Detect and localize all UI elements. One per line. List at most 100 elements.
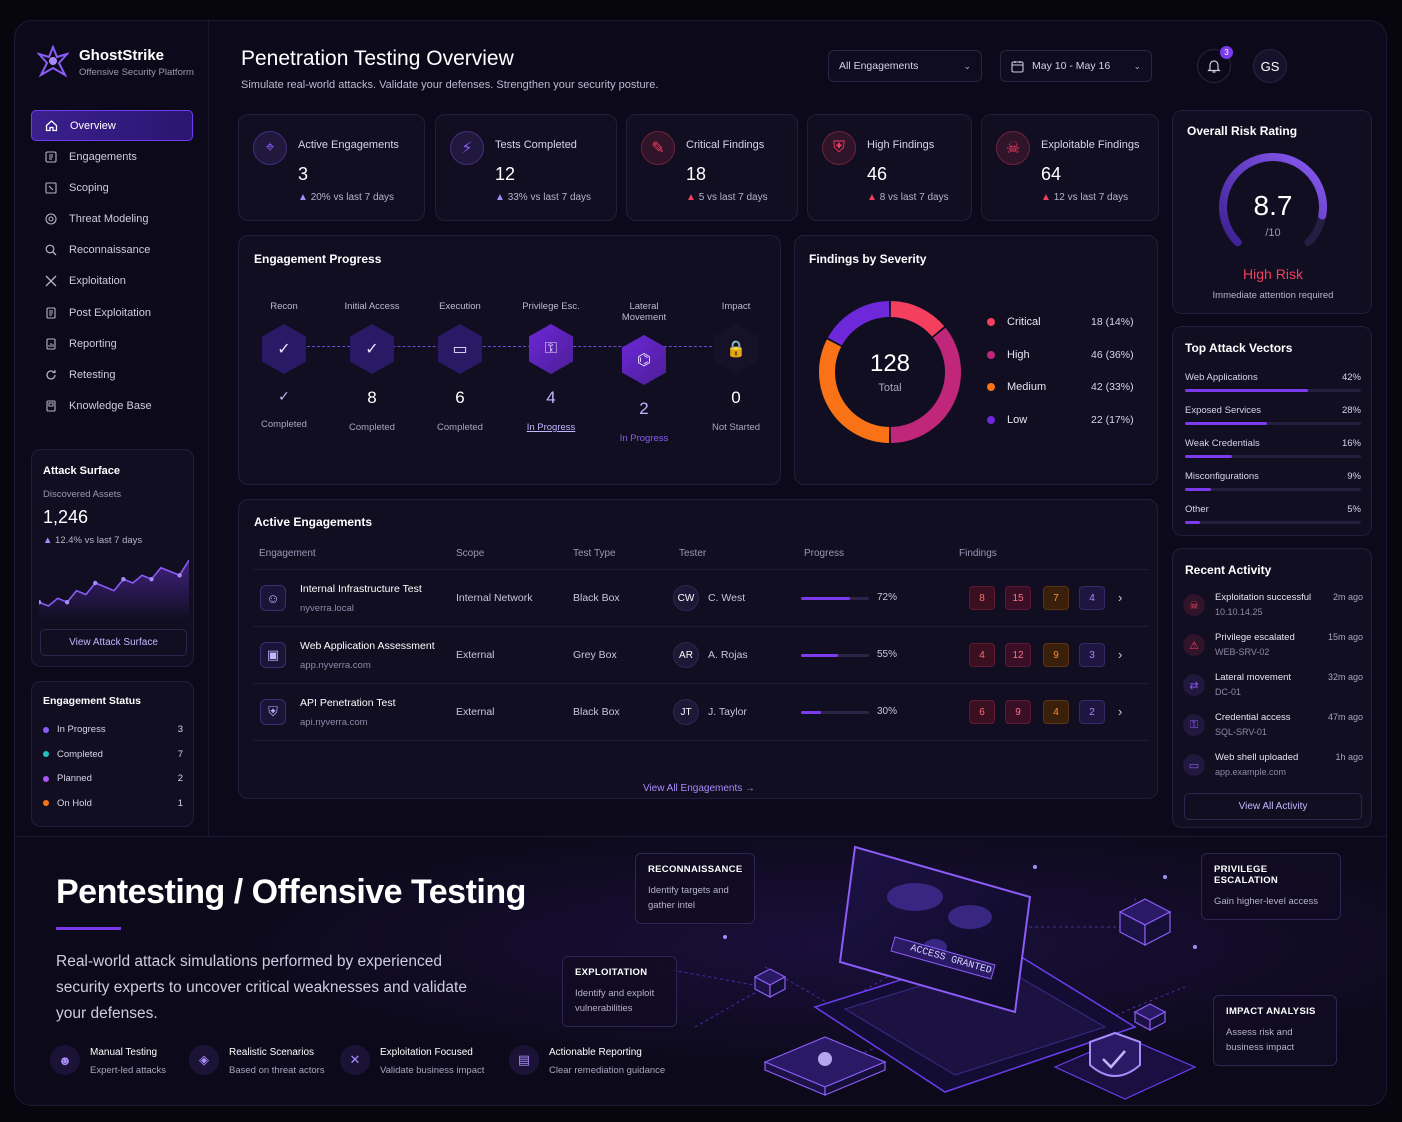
stage-privilege-esc-[interactable]: Privilege Esc. ⚿ 4 In Progress — [516, 301, 586, 433]
finding-count-badge: 12 — [1005, 643, 1031, 667]
engagement-name[interactable]: Internal Infrastructure Test — [300, 583, 422, 595]
attack-vector-item: Misconfigurations 9% — [1185, 471, 1361, 491]
key-icon: ⚿ — [1183, 714, 1205, 736]
view-all-engagements-link[interactable]: View All Engagements → — [642, 783, 756, 794]
risk-gauge — [1219, 153, 1327, 247]
feature-title: Realistic Scenarios — [229, 1047, 315, 1058]
date-range-select[interactable]: May 10 - May 16 ⌄ — [1000, 50, 1152, 82]
sidebar-item-label: Engagements — [69, 150, 137, 163]
donut-slice-high[interactable] — [890, 327, 961, 443]
sidebar-item-scoping[interactable]: Scoping — [31, 172, 193, 203]
network-icon: ⌬ — [637, 352, 651, 369]
legend-critical: Critical 18 (14%) — [987, 316, 1134, 328]
callout-reconnaissance: RECONNAISSANCE Identify targets and gath… — [635, 853, 755, 924]
status-item: In Progress 3 — [43, 724, 183, 735]
stat-card[interactable]: ⚡ Tests Completed 12 ▲ 33% vs last 7 days — [435, 114, 617, 221]
risk-rating-card: Overall Risk Rating 8.7 /10 High Risk Im… — [1172, 110, 1372, 314]
engagement-scope: Internal Network — [456, 592, 533, 604]
callout-title: EXPLOITATION — [575, 967, 648, 978]
engagement-name[interactable]: API Penetration Test — [300, 697, 396, 709]
attack-vector-fill — [1185, 455, 1232, 458]
recent-activity-title: Recent Activity — [1185, 563, 1272, 577]
stage-execution[interactable]: Execution ▭ 6 Completed — [425, 301, 495, 433]
attack-vector-bar — [1185, 389, 1361, 392]
sidebar-item-label: Post Exploitation — [69, 306, 151, 319]
stat-card[interactable]: ⛨ High Findings 46 ▲ 8 vs last 7 days — [807, 114, 972, 221]
stage-impact[interactable]: Impact 🔒 0 Not Started — [701, 301, 771, 433]
engagement-progress-fill — [801, 597, 850, 600]
trend-up-icon: ▲ — [298, 192, 311, 203]
attack-vector-label: Weak Credentials — [1185, 438, 1260, 449]
stage-hexagon: 🔒 — [714, 324, 758, 374]
stage-hexagon: ✓ — [350, 324, 394, 374]
sidebar-item-exploitation[interactable]: Exploitation — [31, 266, 193, 297]
stage-status: Completed — [349, 422, 395, 433]
stage-initial-access[interactable]: Initial Access ✓ 8 Completed — [337, 301, 407, 433]
stat-card[interactable]: ⌖ Active Engagements 3 ▲ 20% vs last 7 days — [238, 114, 425, 221]
stage-lateral-movement[interactable]: Lateral Movement ⌬ 2 In Progress — [609, 301, 679, 444]
table-row[interactable]: ☺ Internal Infrastructure Test nyverra.loc… — [253, 569, 1148, 626]
attack-vector-fill — [1185, 422, 1268, 425]
stage-count: 0 — [731, 388, 741, 407]
stat-label: Tests Completed — [495, 139, 577, 151]
activity-time: 47m ago — [1327, 712, 1363, 722]
stat-card[interactable]: ☠ Exploitable Findings 64 ▲ 12 vs last 7 da… — [981, 114, 1159, 221]
findings-severity-card: Findings by Severity 128 Total Critical 1… — [794, 235, 1158, 485]
legend-label: Low — [1007, 413, 1028, 426]
tester-avatar: CW — [673, 585, 699, 611]
table-row[interactable]: ▣ Web Application Assessment app.nyverra.c… — [253, 626, 1148, 683]
donut-slice-medium[interactable] — [819, 339, 890, 443]
chevron-right-icon[interactable]: › — [1118, 647, 1123, 662]
lightning-icon: ⚡ — [450, 131, 484, 165]
sidebar-item-post-exploitation[interactable]: Post Exploitation — [31, 297, 193, 328]
callout-exploitation: EXPLOITATION Identify and exploit vulner… — [562, 956, 677, 1027]
finding-count-badge: 9 — [1005, 700, 1031, 724]
chevron-right-icon[interactable]: › — [1118, 590, 1123, 605]
sidebar-nav: Overview Engagements Scoping Threat Mode… — [31, 110, 193, 422]
stage-recon[interactable]: Recon ✓ ✓ Completed — [249, 301, 319, 430]
activity-target: WEB-SRV-02 — [1215, 647, 1270, 657]
discovered-assets-label: Discovered Assets — [43, 489, 122, 500]
donut-slice-low[interactable] — [827, 301, 890, 346]
stage-hexagon: ▭ — [438, 324, 482, 374]
finding-count-badge: 3 — [1079, 643, 1105, 667]
sidebar-item-engagements[interactable]: Engagements — [31, 141, 193, 172]
status-count: 2 — [177, 773, 183, 784]
engagement-filter-select[interactable]: All Engagements ⌄ — [828, 50, 982, 82]
sidebar-item-overview[interactable]: Overview — [31, 110, 193, 141]
notifications-button[interactable]: 3 — [1197, 46, 1233, 83]
attack-vector-bar — [1185, 455, 1361, 458]
attack-vector-label: Exposed Services — [1185, 405, 1262, 416]
user-target-icon: ☺ — [260, 585, 286, 611]
stat-card[interactable]: ✎ Critical Findings 18 ▲ 5 vs last 7 days — [626, 114, 798, 221]
sidebar-item-reporting[interactable]: Reporting — [31, 328, 193, 359]
sidebar-item-knowledge-base[interactable]: Knowledge Base — [31, 391, 193, 422]
donut-slice-critical[interactable] — [890, 301, 945, 337]
risk-level: High Risk — [1243, 266, 1303, 282]
legend-value: 18 (14%) — [1091, 316, 1134, 328]
stage-count: 8 — [367, 388, 377, 407]
sidebar-item-retesting[interactable]: Retesting — [31, 360, 193, 391]
sidebar-item-reconnaissance[interactable]: Reconnaissance — [31, 235, 193, 266]
chevron-right-icon[interactable]: › — [1118, 704, 1123, 719]
laptop-illustration: ACCESS GRANTED — [654, 845, 1197, 1100]
attack-surface-title: Attack Surface — [43, 465, 121, 477]
stat-value: 46 — [867, 164, 888, 184]
engagement-name[interactable]: Web Application Assessment — [300, 640, 435, 652]
attack-vector-pct: 9% — [1347, 471, 1361, 482]
engagement-status-card: Engagement Status In Progress 3 Completed 7… — [31, 681, 194, 827]
finding-count-badge: 6 — [969, 700, 995, 724]
finding-count-badge: 4 — [969, 643, 995, 667]
table-row[interactable]: ⛨ API Penetration Test api.nyverra.com Exte… — [253, 683, 1148, 740]
stat-value: 64 — [1041, 164, 1062, 184]
engagement-progress-card: Engagement Progress Recon ✓ ✓ Completed Init… — [238, 235, 781, 485]
callout-subtitle: Gain higher-level access — [1214, 896, 1319, 907]
arrows-icon: ⇄ — [1183, 674, 1205, 696]
view-attack-surface-button[interactable]: View Attack Surface — [40, 629, 187, 656]
brand[interactable]: GhostStrike Offensive Security Platform — [37, 45, 194, 79]
report-icon: ▤ — [509, 1045, 539, 1075]
sidebar-item-threat-modeling[interactable]: Threat Modeling — [31, 204, 193, 235]
severity-donut-chart — [819, 301, 961, 443]
view-all-activity-button[interactable]: View All Activity — [1184, 793, 1362, 820]
user-avatar[interactable]: GS — [1253, 49, 1287, 83]
